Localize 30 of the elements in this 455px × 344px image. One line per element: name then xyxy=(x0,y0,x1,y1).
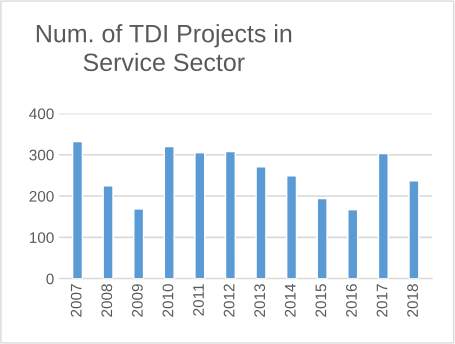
x-tick-label: 2018 xyxy=(407,284,418,317)
x-tick-label: 2013 xyxy=(254,284,266,317)
x-tick-label: 2017 xyxy=(376,284,388,317)
x-tick-label: 2008 xyxy=(101,284,112,317)
bar xyxy=(378,152,389,279)
x-tick-label: 2016 xyxy=(346,284,357,317)
x-tick-label: 2015 xyxy=(315,284,326,317)
bar xyxy=(224,150,236,279)
x-tick-label: 2014 xyxy=(284,284,296,317)
y-tick-label: 0 xyxy=(46,274,54,284)
y-tick-label: 100 xyxy=(30,232,54,244)
bar xyxy=(255,166,267,279)
bar xyxy=(286,175,298,279)
bar xyxy=(133,208,144,279)
y-tick-label: 300 xyxy=(29,150,54,160)
bar xyxy=(164,146,175,279)
bar xyxy=(347,209,358,279)
bar xyxy=(316,198,328,279)
bar xyxy=(408,180,420,279)
y-tick-label: 200 xyxy=(30,190,54,202)
x-tick-label: 2010 xyxy=(162,284,174,317)
bar xyxy=(72,140,84,279)
y-tick-label: 400 xyxy=(29,108,54,120)
x-tick-label: 2011 xyxy=(193,284,204,316)
chart-title: Num. of TDI Projects in Service Sector xyxy=(36,24,292,72)
x-tick-label: 2007 xyxy=(70,284,82,317)
x-tick-label: 2012 xyxy=(224,284,235,317)
bar xyxy=(194,152,206,279)
x-tick-label: 2009 xyxy=(132,284,143,317)
bar xyxy=(102,185,114,279)
